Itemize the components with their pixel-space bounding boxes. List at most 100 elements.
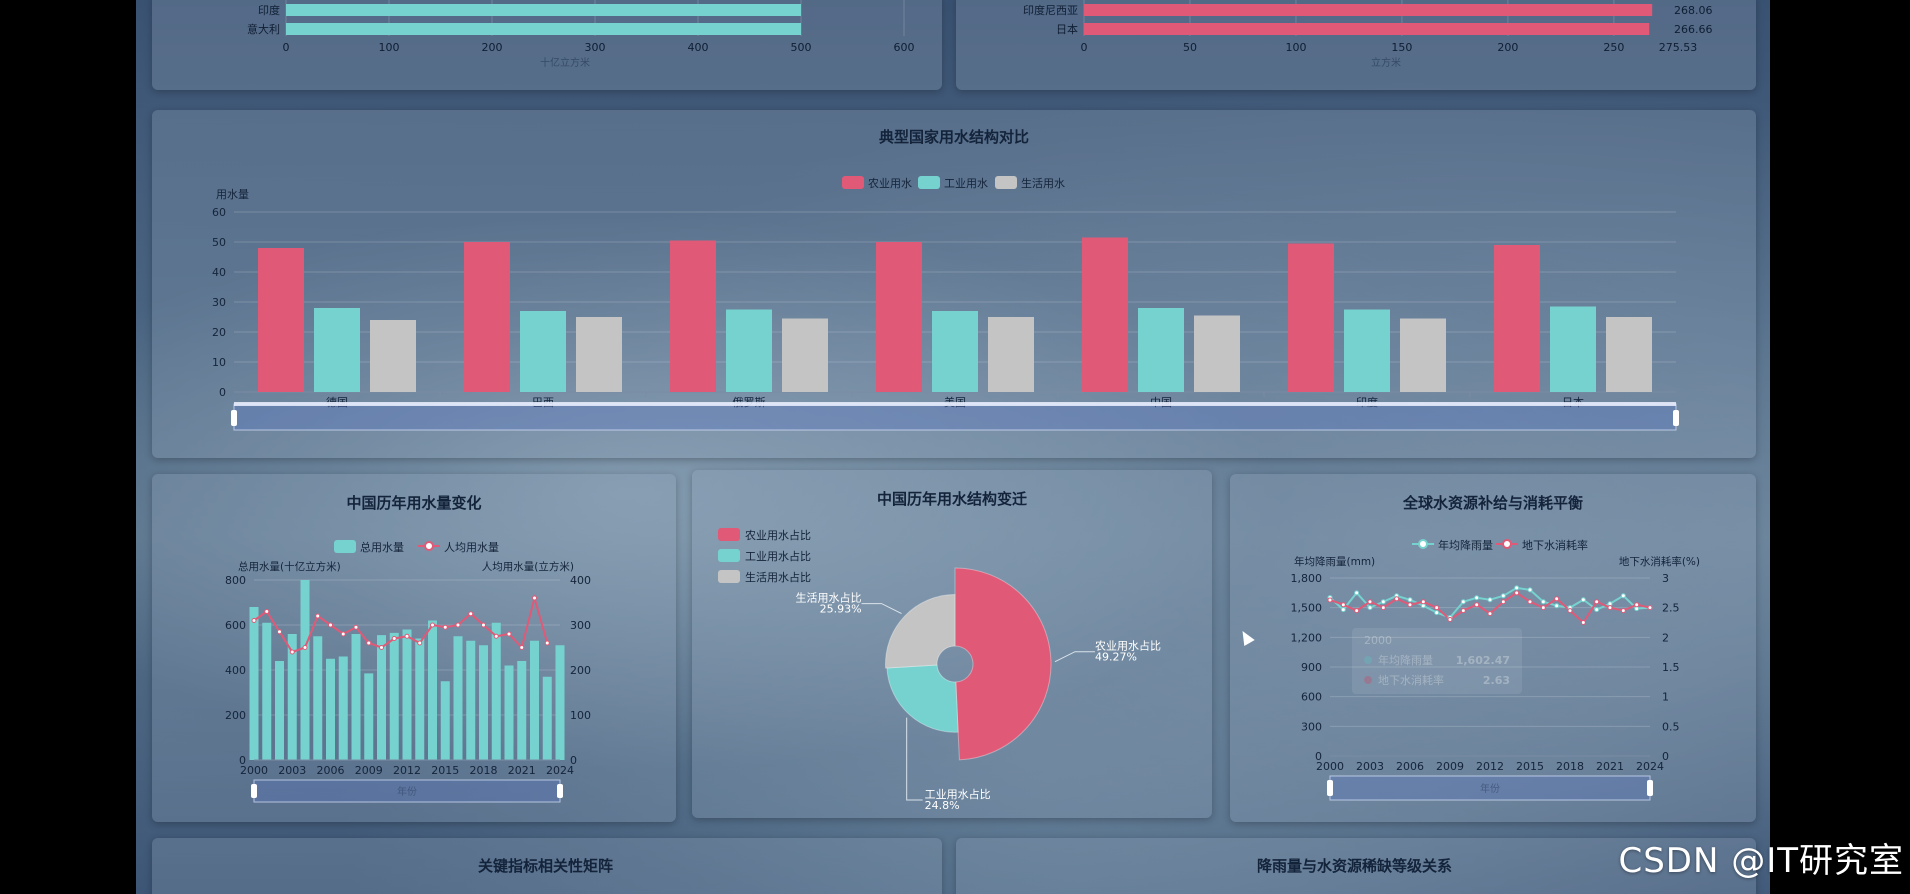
depletion-point: [1580, 620, 1586, 625]
depletion-point: [1394, 596, 1400, 602]
x-tick-label: 400: [688, 41, 709, 54]
legend-marker: [1418, 539, 1428, 549]
y-right-tick-label: 0: [570, 754, 577, 767]
tooltip-name: 地下水消耗率: [1378, 673, 1444, 687]
balance-panel: 全球水资源补给与消耗平衡 年均降雨量 地下水消耗率 年均降雨量(mm) 地下水消耗率(…: [1230, 474, 1756, 822]
legend-label: 生活用水: [1021, 176, 1065, 190]
per-capita-point: [519, 645, 525, 650]
x-tick-label: 0: [283, 41, 290, 54]
depletion-point: [1380, 605, 1386, 611]
bar: [300, 580, 310, 760]
bar-value-label: 268.06: [1674, 4, 1713, 17]
rainfall-point: [1407, 597, 1413, 603]
bar: [1494, 245, 1540, 392]
y-right-tick-label: 1: [1662, 691, 1669, 704]
legend-label: 地下水消耗率: [1522, 538, 1588, 552]
y-left-axis-label: 年均降雨量(mm): [1294, 555, 1375, 568]
rainfall-point: [1354, 590, 1360, 596]
y-right-tick-label: 1.5: [1662, 661, 1680, 674]
x-axis-label: 十亿立方米: [540, 56, 590, 69]
pie-label-line: [906, 717, 923, 801]
bar: [262, 622, 272, 760]
pie-chart-title: 中国历年用水结构变迁: [876, 490, 1027, 508]
depletion-point: [1620, 608, 1626, 614]
rainfall-point: [1380, 599, 1386, 605]
pie-slice-percent: 49.27%: [1095, 651, 1137, 664]
x-tick-label: 2012: [1476, 760, 1504, 773]
bar: [351, 634, 361, 760]
zoom-slider-bar: [234, 402, 1676, 406]
per-capita-point: [353, 624, 359, 630]
zoom-handle-left: [1327, 780, 1333, 796]
y-tick-label: 0: [219, 386, 226, 399]
structure-pie-chart: 农业用水占比工业用水占比生活用水占比农业用水占比49.27%工业用水占比24.8…: [718, 528, 1161, 812]
y-right-tick-label: 0: [1662, 750, 1669, 763]
depletion-point: [1420, 599, 1426, 605]
zoom-handle-left: [251, 784, 257, 798]
bar: [314, 308, 360, 392]
bar: [517, 661, 527, 760]
per-capita-point: [417, 640, 423, 646]
y-axis-label: 用水量: [216, 188, 249, 201]
x-tick-label: 600: [894, 41, 915, 54]
pie-slice-percent: 25.93%: [820, 603, 862, 616]
rainfall-point: [1554, 603, 1560, 609]
x-tick-label: 200: [1497, 41, 1518, 54]
structure-panel: 典型国家用水结构对比 农业用水工业用水生活用水用水量0102030405060德…: [152, 110, 1756, 458]
x-axis-label: 立方米: [1371, 56, 1401, 69]
bar: [249, 607, 259, 760]
bar: [466, 640, 476, 760]
rainfall-point: [1474, 595, 1480, 601]
y-left-tick-label: 1,200: [1291, 631, 1323, 644]
y-left-tick-label: 1,800: [1291, 572, 1323, 585]
x-tick-label: 2012: [393, 764, 421, 777]
legend-label: 农业用水占比: [745, 528, 811, 542]
bar: [415, 638, 425, 760]
x-tick-label: 250: [1603, 41, 1624, 54]
rainfall-point: [1620, 593, 1626, 599]
bar: [726, 309, 772, 392]
pie-slice-name: 农业用水占比: [1095, 639, 1161, 653]
rainfall-point: [1487, 597, 1493, 603]
bar: [402, 629, 412, 760]
y-tick-label: 60: [212, 206, 226, 219]
y-tick-label: 20: [212, 326, 226, 339]
tooltip-marker: [1364, 656, 1372, 664]
rainfall-point: [1500, 593, 1506, 599]
bar: [258, 248, 304, 392]
tooltip-marker: [1364, 676, 1372, 684]
y-left-tick-label: 200: [225, 709, 246, 722]
pie-slice-name: 工业用水占比: [925, 787, 991, 801]
per-capita-point: [315, 613, 321, 619]
bar: [988, 317, 1034, 392]
bar: [464, 242, 510, 392]
x-tick-label: 2024: [546, 764, 574, 777]
bar: [275, 661, 284, 760]
top-right-panel: 0 50 100 150 200 250 275.53 印度尼西亚 268.06 日本 266.66…: [956, 0, 1756, 90]
legend-swatch: [918, 176, 940, 189]
china-volume-title: 中国历年用水量变化: [346, 494, 482, 512]
depletion-point: [1500, 599, 1506, 605]
depletion-point: [1460, 608, 1466, 614]
x-tick-label: 2021: [508, 764, 536, 777]
legend-swatch: [718, 570, 740, 583]
x-tick-label: 2006: [317, 764, 345, 777]
per-capita-point: [481, 622, 486, 628]
depletion-point: [1367, 599, 1373, 605]
bar: [313, 636, 323, 760]
legend-swatch: [995, 176, 1017, 189]
depletion-point: [1354, 608, 1360, 614]
y-right-tick-label: 2.5: [1662, 602, 1680, 615]
depletion-point: [1514, 590, 1520, 596]
x-tick-label: 0: [1081, 41, 1088, 54]
bar: [377, 635, 386, 760]
x-tick-label: 100: [379, 41, 400, 54]
depletion-point: [1540, 605, 1546, 611]
depletion-point: [1594, 599, 1600, 605]
y-right-axis-label: 人均用水量(立方米): [482, 560, 574, 573]
x-tick-label: 2015: [431, 764, 459, 777]
tooltip-value: 2.63: [1483, 674, 1510, 687]
per-capita-point: [468, 611, 474, 617]
x-max-label: 275.53: [1659, 41, 1698, 54]
